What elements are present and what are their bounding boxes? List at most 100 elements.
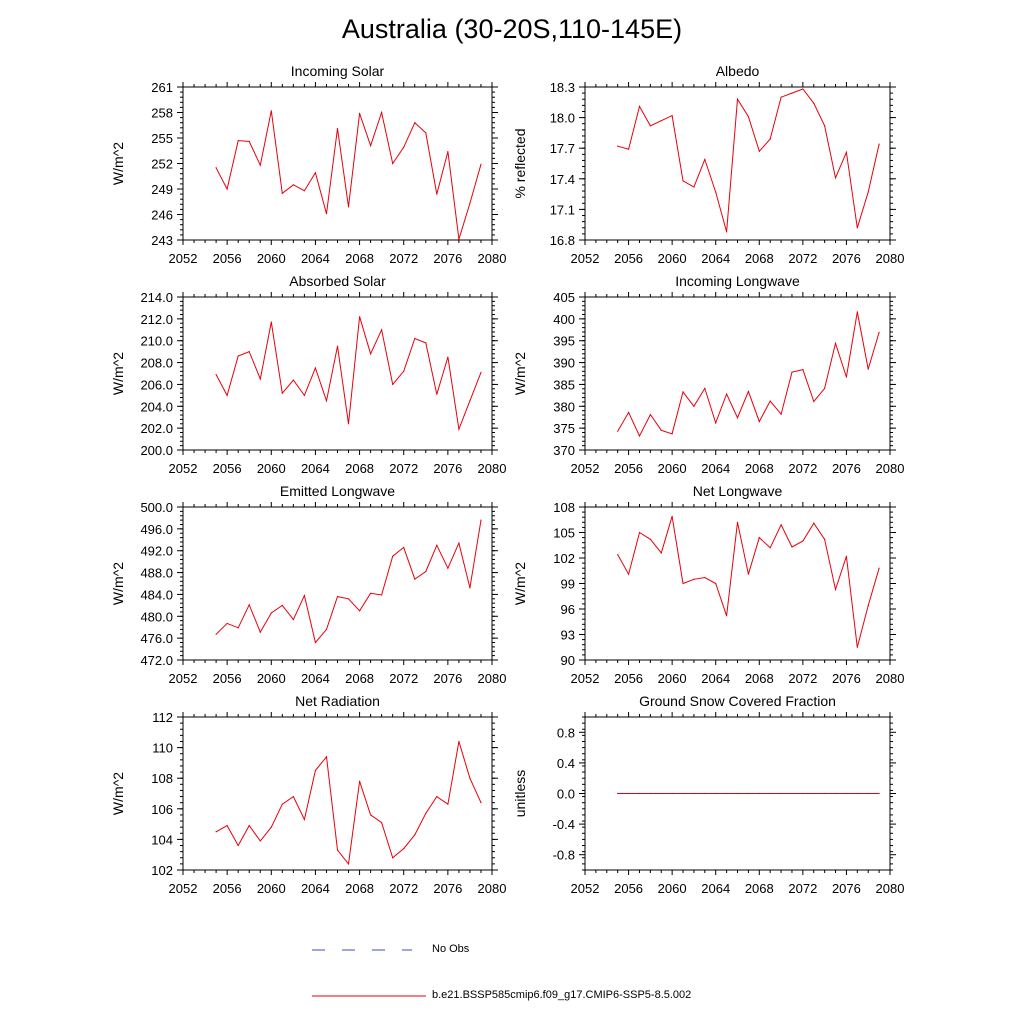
y-tick-label: 17.1	[550, 202, 575, 217]
data-point	[237, 844, 239, 847]
plot-frame	[584, 296, 891, 451]
plot-frame	[182, 86, 493, 241]
data-point	[649, 538, 651, 540]
data-point	[447, 356, 449, 358]
y-axis-label: W/m^2	[512, 352, 528, 395]
data-point	[347, 423, 350, 425]
x-tick-label: 2064	[701, 671, 730, 686]
data-point	[392, 857, 394, 859]
data-point	[813, 102, 815, 104]
data-point	[834, 342, 837, 344]
data-point	[617, 145, 619, 147]
data-point	[693, 186, 695, 188]
data-point	[414, 834, 416, 836]
data-point	[215, 167, 217, 169]
y-tick-label: 102	[553, 551, 575, 566]
x-tick-label: 2060	[257, 881, 286, 896]
data-point	[370, 814, 372, 816]
data-point	[226, 825, 228, 827]
data-point	[780, 792, 782, 795]
data-point	[414, 122, 416, 124]
x-tick-label: 2080	[876, 671, 905, 686]
y-tick-label: 204.0	[140, 399, 173, 414]
data-point	[649, 413, 651, 416]
y-tick-label: 99	[561, 577, 575, 592]
data-point	[292, 795, 294, 798]
x-tick-label: 2060	[257, 251, 286, 266]
data-point	[834, 177, 837, 179]
data-point	[726, 231, 728, 233]
data-point	[370, 353, 372, 355]
series-line	[215, 520, 482, 644]
data-point	[638, 105, 641, 107]
data-point	[358, 780, 361, 782]
data-point	[660, 429, 662, 431]
x-tick-label: 2076	[832, 881, 861, 896]
data-point	[660, 120, 662, 122]
x-tick-label: 2056	[614, 881, 643, 896]
y-tick-label: 102	[151, 863, 173, 878]
y-tick-label: 249	[151, 182, 173, 197]
data-point	[358, 112, 361, 114]
data-point	[704, 792, 706, 795]
x-tick-label: 2056	[614, 461, 643, 476]
x-tick-label: 2072	[389, 671, 418, 686]
x-tick-label: 2052	[169, 251, 198, 266]
data-point	[824, 125, 826, 127]
data-point	[747, 390, 749, 393]
legend-model-label: b.e21.BSSP585cmip6.f09_g17.CMIP6-SSP5-8.…	[432, 989, 692, 1001]
x-tick-label: 2064	[701, 251, 730, 266]
data-point	[649, 792, 651, 795]
data-point	[347, 863, 350, 865]
x-tick-label: 2056	[614, 671, 643, 686]
x-tick-label: 2056	[213, 251, 242, 266]
data-point	[392, 162, 394, 165]
panel-title: Net Longwave	[693, 483, 783, 499]
data-point	[336, 345, 339, 347]
data-point	[867, 368, 869, 370]
data-point	[303, 594, 305, 597]
y-tick-label: 476.0	[140, 631, 173, 646]
data-point	[747, 115, 749, 118]
y-tick-label: -0.8	[553, 848, 575, 863]
y-tick-label: 93	[561, 628, 575, 643]
x-tick-label: 2060	[658, 251, 687, 266]
data-point	[780, 524, 782, 526]
data-point	[726, 615, 728, 617]
x-tick-label: 2056	[213, 461, 242, 476]
x-tick-label: 2076	[832, 671, 861, 686]
data-point	[682, 582, 684, 585]
data-point	[336, 849, 339, 851]
data-point	[845, 792, 848, 795]
y-tick-label: 0.8	[557, 725, 575, 740]
y-tick-label: 96	[561, 602, 575, 617]
data-point	[627, 573, 630, 575]
data-point	[480, 163, 482, 165]
y-tick-label: 206.0	[140, 377, 173, 392]
y-tick-label: 390	[553, 356, 575, 371]
data-point	[436, 544, 438, 546]
chart-panel: Albedo 2052 2056 2060 2064 2068 2072 2076 2080 16…	[512, 63, 904, 266]
data-point	[458, 238, 460, 240]
series-line	[617, 516, 880, 648]
data-point	[704, 158, 706, 161]
x-tick-label: 2072	[788, 461, 817, 476]
data-point	[704, 387, 706, 389]
data-point	[303, 190, 305, 192]
data-point	[845, 555, 848, 557]
y-tick-label: 202.0	[140, 421, 173, 436]
data-point	[736, 98, 739, 100]
y-tick-label: 400	[553, 312, 575, 327]
x-tick-label: 2068	[345, 461, 374, 476]
data-point	[780, 96, 782, 98]
y-axis-label: W/m^2	[110, 142, 126, 185]
data-point	[347, 598, 350, 600]
data-point	[878, 143, 880, 145]
data-point	[682, 391, 684, 393]
data-point	[878, 567, 880, 569]
y-tick-label: 208.0	[140, 356, 173, 371]
data-point	[627, 411, 630, 414]
data-point	[617, 430, 619, 432]
panel-title: Absorbed Solar	[289, 273, 386, 289]
y-axis-label: unitless	[512, 770, 528, 817]
